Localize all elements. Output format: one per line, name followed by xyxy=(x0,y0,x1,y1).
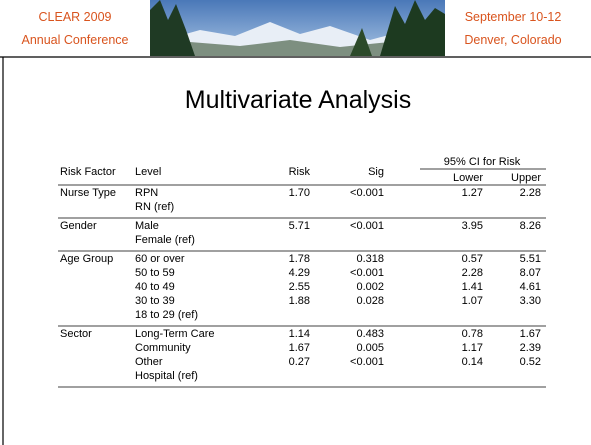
column-header: Risk xyxy=(289,166,311,178)
cell-sig: <0.001 xyxy=(350,220,384,232)
cell-upper: 5.51 xyxy=(520,253,541,265)
cell-risk: 0.27 xyxy=(289,356,310,368)
column-header: Sig xyxy=(368,166,384,178)
risk-factor: Sector xyxy=(60,328,92,340)
cell-upper: 1.67 xyxy=(520,328,541,340)
column-header: Lower xyxy=(453,172,483,184)
cell-risk: 4.29 xyxy=(289,267,310,279)
cell-sig: 0.318 xyxy=(356,253,384,265)
cell-risk: 1.67 xyxy=(289,342,310,354)
cell-sig: <0.001 xyxy=(350,187,384,199)
cell-upper: 3.30 xyxy=(520,295,541,307)
header-right-text: September 10-12 xyxy=(465,10,562,24)
ci-header: 95% CI for Risk xyxy=(444,156,521,168)
cell-level: 30 to 39 xyxy=(135,295,175,307)
cell-upper: 2.39 xyxy=(520,342,541,354)
slide-title: Multivariate Analysis xyxy=(185,86,411,114)
cell-sig: 0.483 xyxy=(356,328,384,340)
header-right-text: Denver, Colorado xyxy=(464,33,561,47)
risk-factor: Gender xyxy=(60,220,97,232)
cell-sig: 0.028 xyxy=(356,295,384,307)
column-header: Risk Factor xyxy=(60,166,116,178)
header-left-text: CLEAR 2009 xyxy=(39,10,112,24)
cell-risk: 5.71 xyxy=(289,220,310,232)
cell-level: Long-Term Care xyxy=(135,328,214,340)
risk-factor: Age Group xyxy=(60,253,113,265)
cell-level: Other xyxy=(135,356,163,368)
column-header: Upper xyxy=(511,172,541,184)
cell-level: RPN xyxy=(135,187,158,199)
cell-level: RN (ref) xyxy=(135,201,174,213)
cell-sig: <0.001 xyxy=(350,267,384,279)
cell-sig: 0.005 xyxy=(356,342,384,354)
cell-sig: 0.002 xyxy=(356,281,384,293)
cell-upper: 8.26 xyxy=(520,220,541,232)
cell-level: Community xyxy=(135,342,191,354)
cell-level: 18 to 29 (ref) xyxy=(135,309,198,321)
cell-level: Female (ref) xyxy=(135,234,195,246)
cell-level: Male xyxy=(135,220,159,232)
cell-sig: <0.001 xyxy=(350,356,384,368)
cell-lower: 3.95 xyxy=(462,220,483,232)
cell-level: 40 to 49 xyxy=(135,281,175,293)
cell-lower: 1.07 xyxy=(462,295,483,307)
cell-upper: 0.52 xyxy=(520,356,541,368)
cell-risk: 2.55 xyxy=(289,281,310,293)
cell-risk: 1.14 xyxy=(289,328,310,340)
header-left-text: Annual Conference xyxy=(21,33,128,47)
cell-level: Hospital (ref) xyxy=(135,370,198,382)
header-image xyxy=(150,0,445,56)
cell-upper: 8.07 xyxy=(520,267,541,279)
cell-lower: 0.57 xyxy=(462,253,483,265)
cell-level: 50 to 59 xyxy=(135,267,175,279)
cell-level: 60 or over xyxy=(135,253,185,265)
cell-lower: 0.14 xyxy=(462,356,483,368)
cell-lower: 1.27 xyxy=(462,187,483,199)
cell-risk: 1.70 xyxy=(289,187,310,199)
cell-risk: 1.78 xyxy=(289,253,310,265)
cell-lower: 1.41 xyxy=(462,281,483,293)
cell-lower: 0.78 xyxy=(462,328,483,340)
cell-risk: 1.88 xyxy=(289,295,310,307)
risk-factor: Nurse Type xyxy=(60,187,116,199)
cell-lower: 1.17 xyxy=(462,342,483,354)
cell-lower: 2.28 xyxy=(462,267,483,279)
cell-upper: 2.28 xyxy=(520,187,541,199)
column-header: Level xyxy=(135,166,161,178)
cell-upper: 4.61 xyxy=(520,281,541,293)
